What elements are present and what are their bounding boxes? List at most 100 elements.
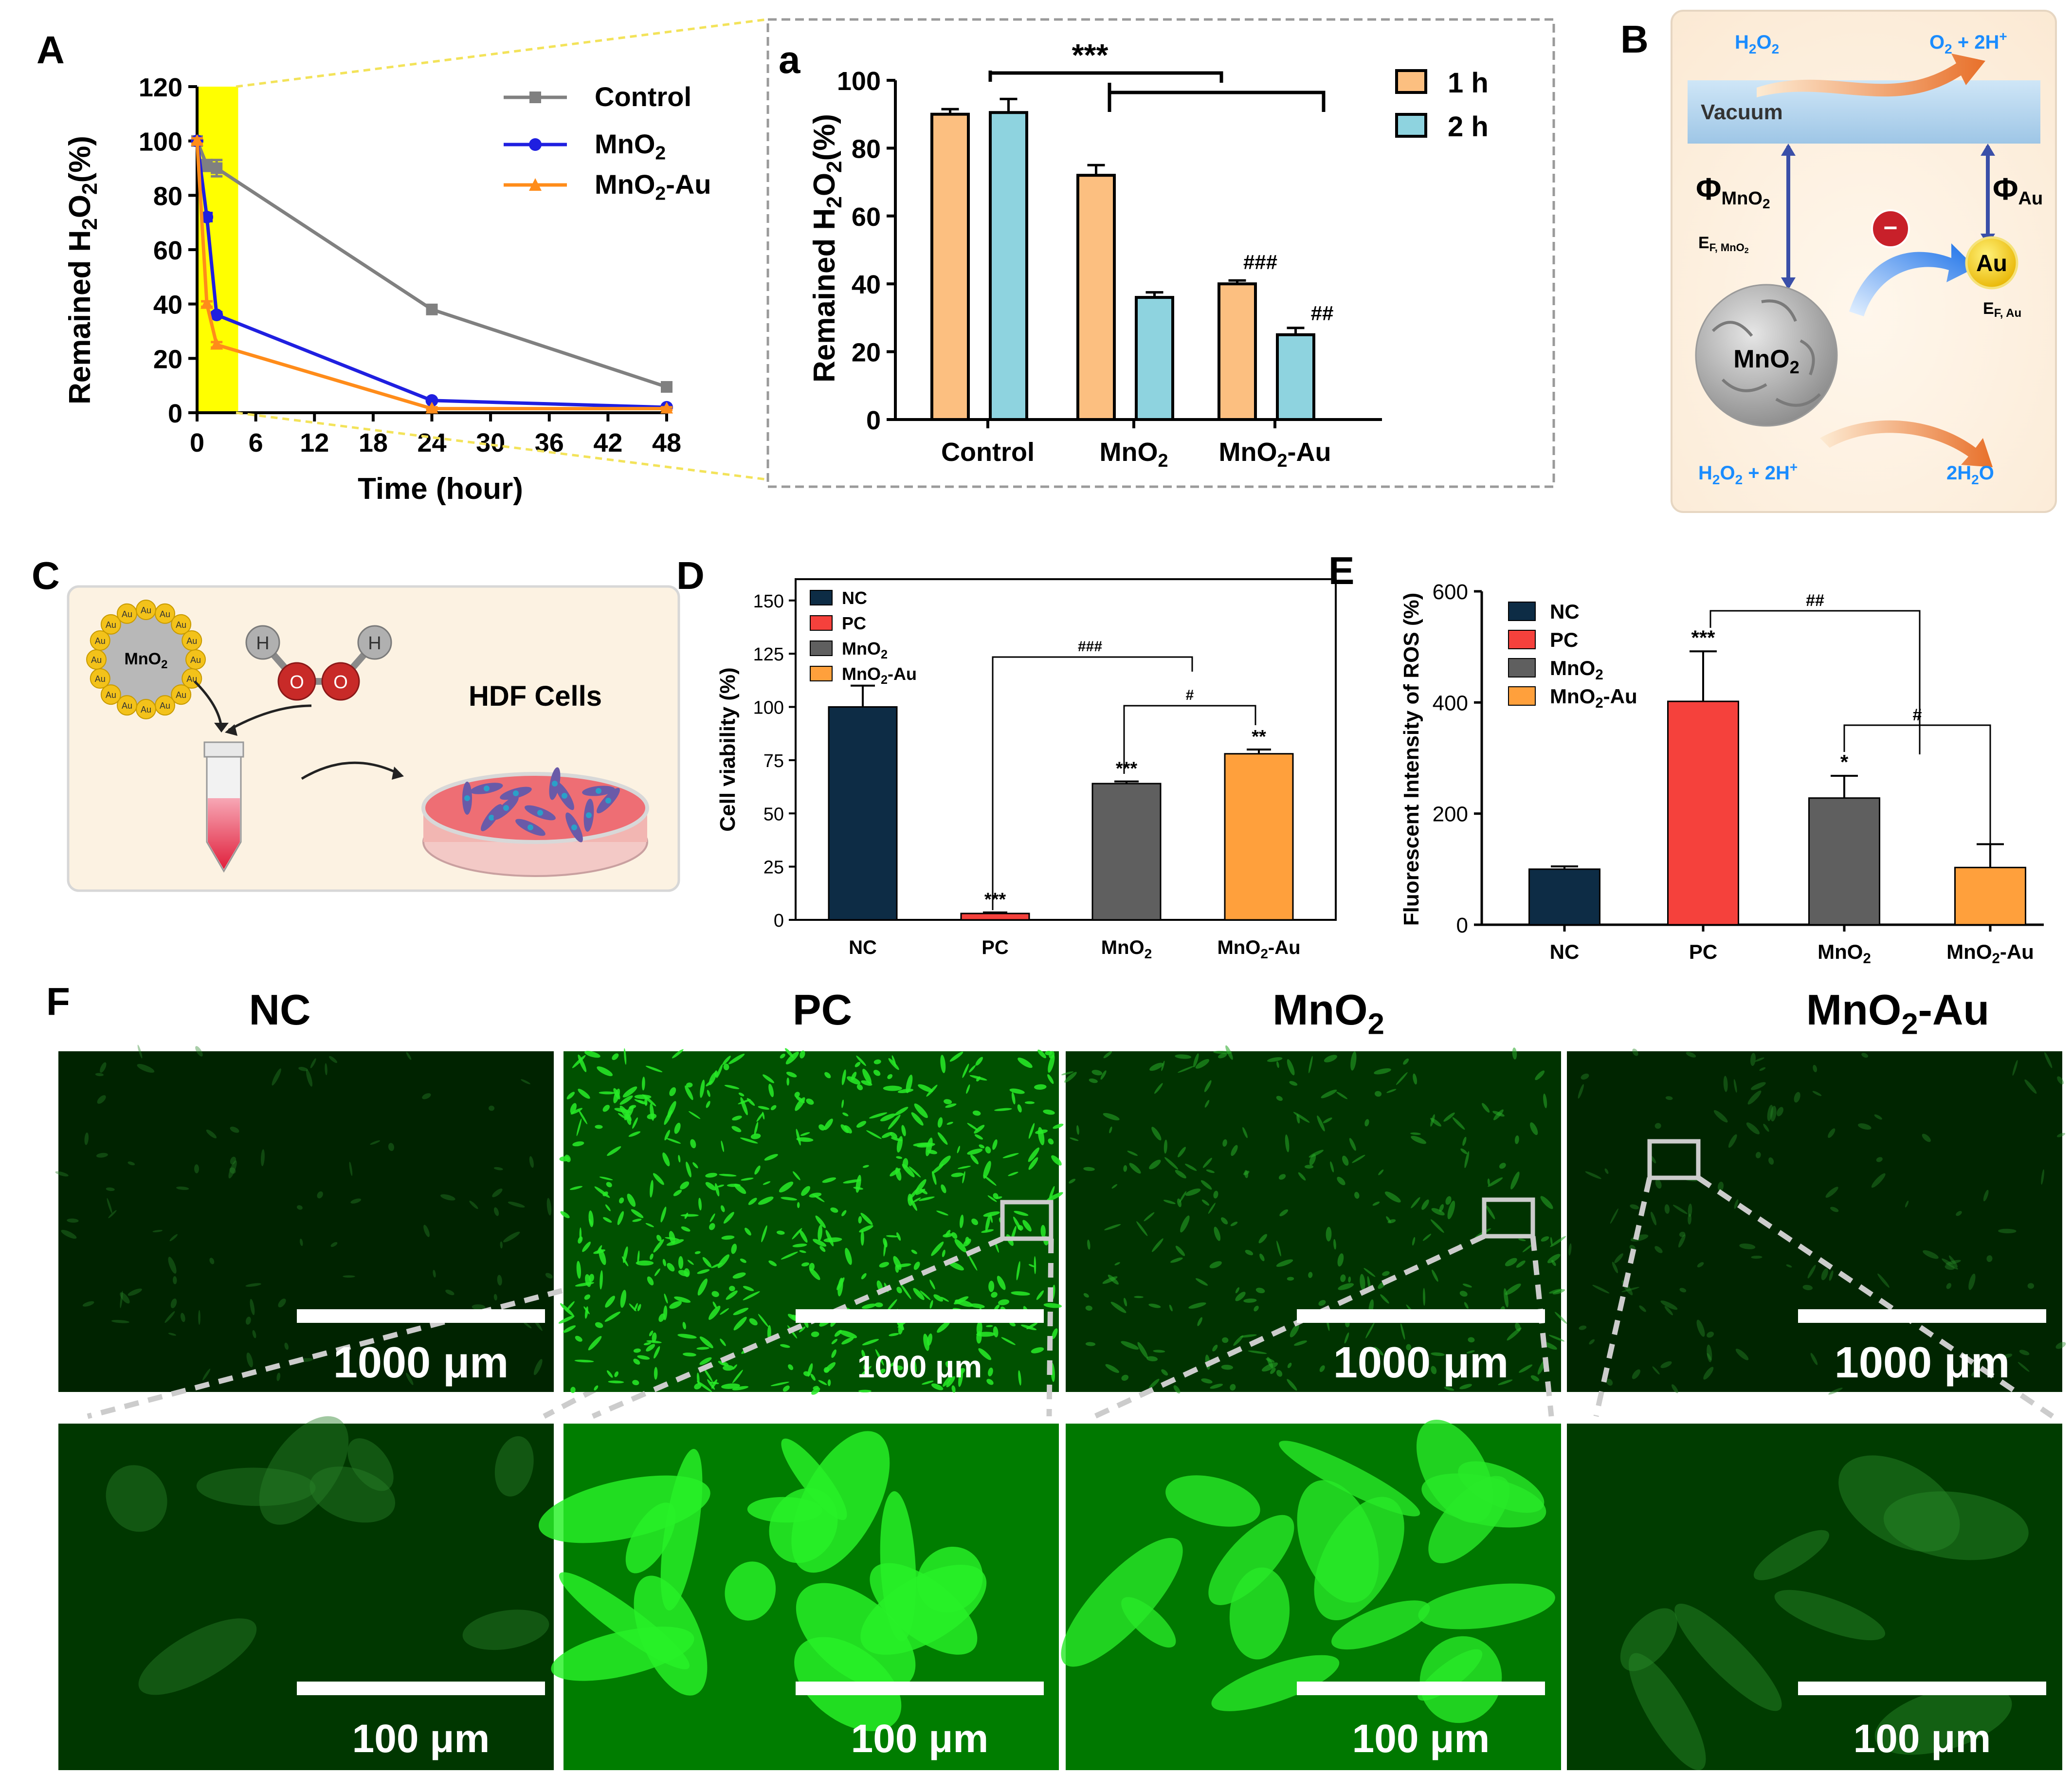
cell-signal bbox=[709, 1305, 721, 1320]
cell-signal bbox=[937, 1132, 948, 1145]
hdf-cells bbox=[462, 767, 620, 842]
micrograph-background bbox=[58, 1051, 554, 1392]
cell-signal bbox=[82, 1301, 94, 1307]
cell-signal bbox=[111, 1319, 129, 1323]
cell-signal bbox=[578, 1109, 587, 1125]
cell-signal bbox=[944, 1099, 952, 1104]
cell-signal bbox=[1487, 1178, 1490, 1186]
cell-signal bbox=[624, 1048, 627, 1065]
cell-signal bbox=[595, 1322, 603, 1328]
cell-signal bbox=[1632, 1048, 1638, 1056]
cell-signal bbox=[1296, 1114, 1300, 1124]
cell-signal bbox=[472, 1304, 486, 1310]
scale-bar bbox=[1297, 1682, 1545, 1695]
cell-blob bbox=[138, 1618, 257, 1695]
cell-signal bbox=[1861, 1053, 1869, 1058]
h2o2-molecule: H H O O bbox=[245, 625, 392, 701]
cell-signal bbox=[1323, 1117, 1332, 1123]
cell-signal bbox=[1363, 1268, 1376, 1277]
cell-signal bbox=[595, 1125, 603, 1129]
cell-signal bbox=[914, 1360, 917, 1373]
cell-signal bbox=[799, 1250, 806, 1253]
cell-signal bbox=[716, 1064, 723, 1079]
cell-signal bbox=[422, 1093, 431, 1099]
cell-signal bbox=[1221, 1365, 1234, 1370]
cell-signal bbox=[861, 1273, 867, 1280]
cell-signal bbox=[953, 1296, 969, 1305]
phi-au-arrowheads bbox=[1981, 144, 1995, 246]
cell-signal bbox=[1231, 1145, 1238, 1156]
y-axis-label: Remained H2O2(%) bbox=[808, 114, 846, 383]
au-dot-label: Au bbox=[141, 705, 151, 714]
cell-signal bbox=[1028, 1147, 1040, 1162]
hdf-cells-label: HDF Cells bbox=[469, 680, 602, 712]
y-tick-label: 20 bbox=[153, 345, 182, 374]
cell-signal bbox=[840, 1124, 849, 1134]
cell-signal bbox=[1983, 1189, 1989, 1202]
cell-signal bbox=[873, 1070, 881, 1076]
electron-transfer-arrow bbox=[1849, 243, 1976, 316]
cell-signal bbox=[508, 1201, 525, 1208]
legend-label-main: NC bbox=[1550, 600, 1580, 623]
cell-signal bbox=[1037, 1049, 1046, 1059]
cell-signal bbox=[664, 1130, 670, 1141]
cell-signal bbox=[1124, 1298, 1127, 1307]
au-nanoparticle-icon bbox=[1965, 236, 2018, 290]
cell-signal bbox=[1308, 1272, 1313, 1278]
cell-signal bbox=[1364, 1119, 1369, 1127]
cell-signal bbox=[954, 1239, 967, 1253]
cell-signal bbox=[809, 1192, 822, 1198]
zoom-connector-left bbox=[1593, 1177, 1653, 1417]
cell-signal bbox=[164, 1311, 175, 1323]
y-tick-label: 100 bbox=[139, 128, 182, 157]
cell-signal bbox=[873, 1059, 881, 1064]
cell-signal bbox=[894, 1365, 903, 1371]
cell-signal bbox=[786, 1072, 797, 1078]
cell-signal bbox=[680, 1214, 699, 1217]
cell-signal bbox=[1188, 1302, 1206, 1309]
cell-signal bbox=[1665, 1096, 1673, 1100]
cell-signal bbox=[1654, 1246, 1663, 1253]
cell-signal bbox=[738, 1099, 751, 1104]
x-tick-label-main: MnO bbox=[1217, 937, 1260, 958]
cell-signal bbox=[608, 1380, 624, 1384]
cell-signal bbox=[721, 1235, 735, 1240]
cell-signal bbox=[1180, 1215, 1190, 1233]
x-tick-label-main: MnO bbox=[1946, 940, 1992, 963]
cell-signal bbox=[1540, 1196, 1553, 1209]
cell-signal bbox=[1014, 1210, 1029, 1216]
cell-signal bbox=[1105, 1364, 1119, 1373]
y-tick-label: 0 bbox=[774, 911, 784, 931]
cell-signal bbox=[633, 1348, 641, 1353]
cell-signal bbox=[1043, 1109, 1055, 1115]
error-bar bbox=[983, 911, 1007, 914]
cell-signal bbox=[800, 1050, 805, 1059]
cell-signal bbox=[992, 1139, 998, 1150]
column-title-main: PC bbox=[793, 986, 852, 1034]
cell-signal bbox=[721, 1361, 729, 1367]
micrograph-background bbox=[1066, 1051, 1561, 1392]
significance-brackets: *** bbox=[988, 37, 1326, 112]
cell-signal bbox=[667, 1263, 675, 1272]
cell-nucleus bbox=[537, 810, 543, 816]
cell-signal bbox=[862, 1068, 872, 1084]
micrograph-zoom: 100 μm bbox=[1061, 1420, 1561, 1770]
y-tick-label: 0 bbox=[1456, 914, 1468, 937]
cell-signal bbox=[929, 1300, 933, 1309]
cell-signal bbox=[662, 1259, 666, 1266]
au-dot bbox=[90, 630, 110, 651]
cell-signal bbox=[911, 1249, 917, 1254]
cell-signal bbox=[489, 1105, 495, 1111]
cell-signal bbox=[1034, 1256, 1036, 1274]
cell-signal bbox=[1146, 1356, 1158, 1361]
cell-signal bbox=[1028, 1264, 1035, 1267]
cell-signal bbox=[927, 1333, 932, 1346]
error-bar bbox=[1287, 327, 1305, 335]
cell-signal bbox=[1871, 1173, 1886, 1188]
cell-signal bbox=[1034, 1084, 1047, 1090]
cell-signal bbox=[620, 1290, 627, 1308]
cell-signal bbox=[1287, 1362, 1292, 1368]
cell-signal bbox=[1318, 1300, 1326, 1306]
cell-signal bbox=[1406, 1344, 1411, 1351]
